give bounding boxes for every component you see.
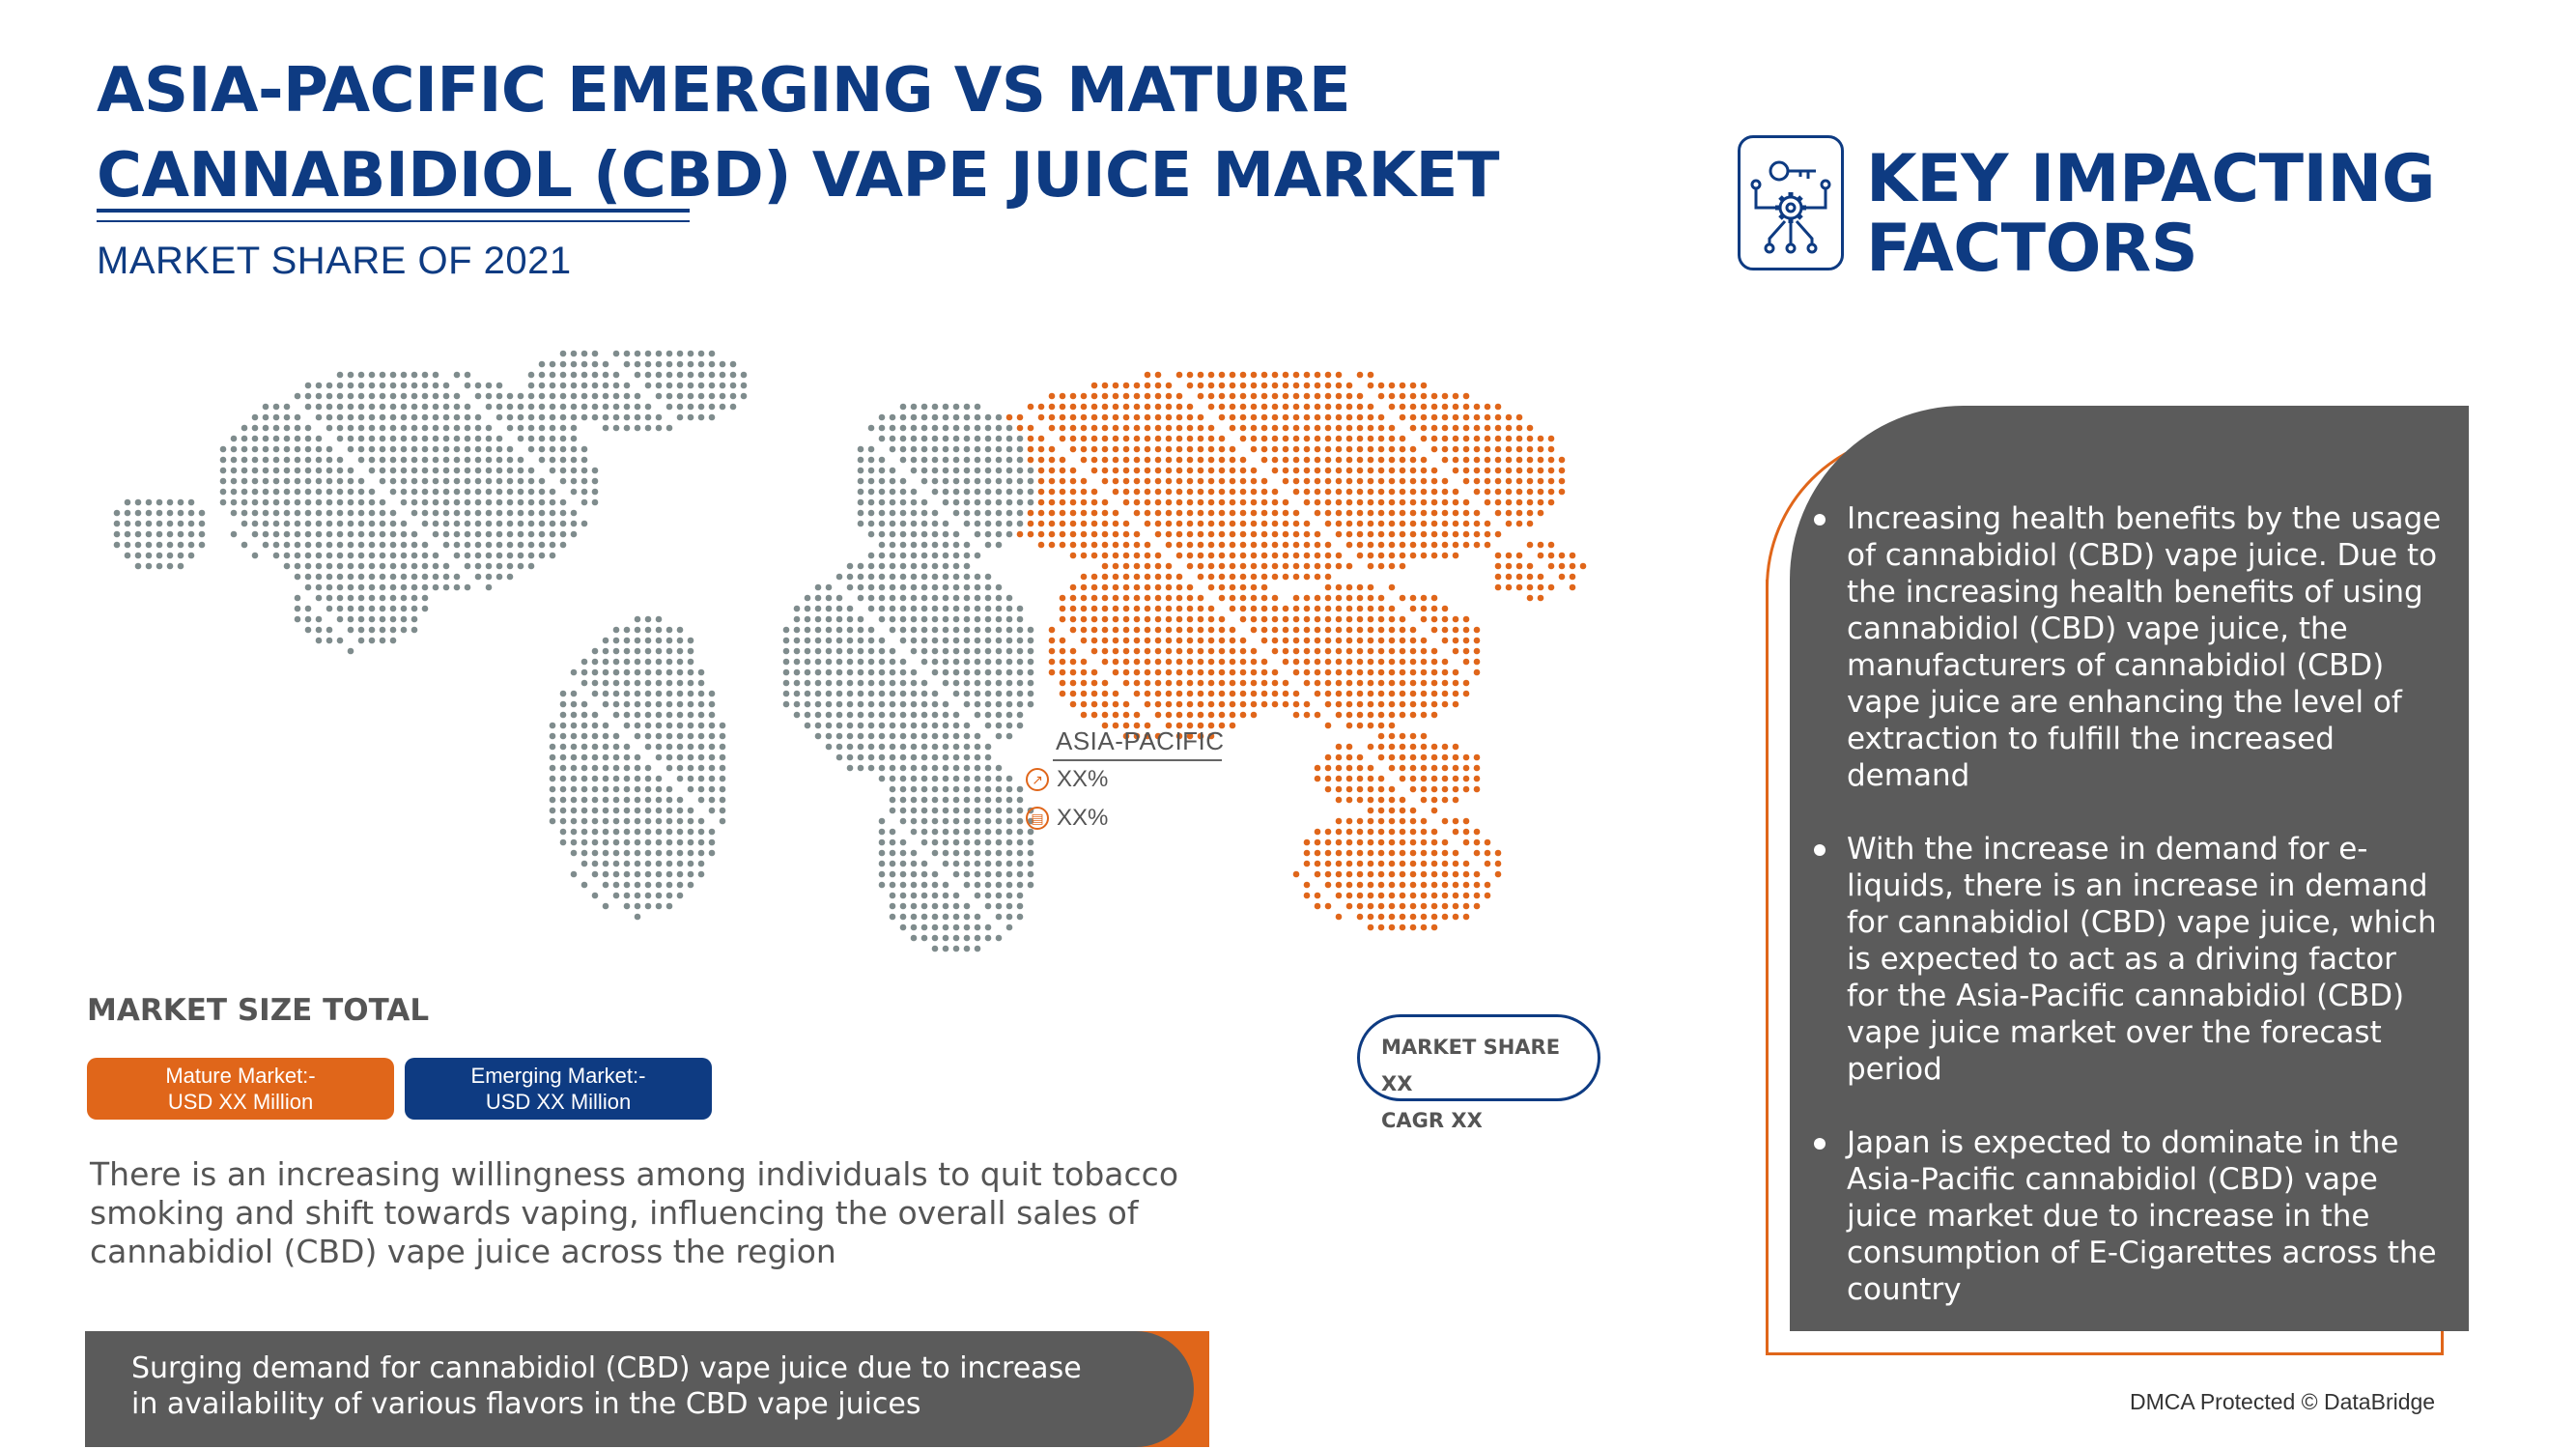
- factor-text: With the increase in demand for e-liquid…: [1847, 832, 2437, 1087]
- panel-outline-right: [2441, 1329, 2444, 1355]
- title-line-1: ASIA-PACIFIC EMERGING VS MATURE: [97, 55, 1351, 127]
- summary-text: There is an increasing willingness among…: [90, 1155, 1179, 1270]
- bullet-icon: [1814, 514, 1826, 526]
- bullet-icon: [1814, 1138, 1826, 1150]
- key-factors-panel: [1790, 406, 2469, 1331]
- mature-market-value: USD XX Million: [167, 1090, 314, 1114]
- factor-text: Japan is expected to dominate in the Asi…: [1847, 1125, 2437, 1307]
- chart-icon: ▤: [1026, 807, 1049, 830]
- panel-outline-bottom: [1766, 1352, 2444, 1355]
- list-item: Japan is expected to dominate in the Asi…: [1814, 1124, 2442, 1308]
- region-label: ASIA-PACIFIC: [1056, 726, 1225, 755]
- gear-circuit-key-icon: [1738, 135, 1844, 270]
- key-factors-line-1: KEY IMPACTING: [1866, 141, 2436, 217]
- region-stat-1-value: XX%: [1057, 766, 1109, 792]
- mature-market-badge: Mature Market:- USD XX Million: [87, 1058, 394, 1120]
- copyright-notice: DMCA Protected © DataBridge: [2130, 1389, 2436, 1414]
- title-underline: [97, 209, 690, 213]
- emerging-market-value: USD XX Million: [485, 1090, 632, 1114]
- key-factors-title: KEY IMPACTING FACTORS: [1866, 145, 2542, 284]
- key-factors-line-2: FACTORS: [1866, 211, 2198, 287]
- emerging-market-badge: Emerging Market:- USD XX Million: [405, 1058, 712, 1120]
- region-label-underline: [1053, 759, 1222, 761]
- title-line-2: CANNABIDIOL (CBD) VAPE JUICE MARKET: [97, 140, 1499, 212]
- cagr-text: CAGR XX: [1381, 1109, 1483, 1132]
- market-share-text: MARKET SHARE XX: [1381, 1036, 1561, 1095]
- driver-banner-line-2: in availability of various flavors in th…: [131, 1387, 921, 1421]
- key-factors-list: Increasing health benefits by the usage …: [1814, 500, 2442, 1345]
- page-subtitle: MARKET SHARE OF 2021: [97, 240, 572, 282]
- list-item: Increasing health benefits by the usage …: [1814, 500, 2442, 794]
- list-item: With the increase in demand for e-liquid…: [1814, 831, 2442, 1088]
- page-title: ASIA-PACIFIC EMERGING VS MATURE CANNABID…: [97, 48, 1545, 218]
- world-dot-map: [113, 350, 1587, 952]
- title-underline-thin: [97, 220, 690, 222]
- driver-banner-line-1: Surging demand for cannabidiol (CBD) vap…: [131, 1351, 1082, 1385]
- region-stat-2-value: XX%: [1057, 805, 1109, 831]
- mature-market-label: Mature Market:-: [165, 1064, 316, 1088]
- growth-icon: ↗: [1026, 768, 1049, 791]
- market-share-box: MARKET SHARE XX CAGR XX: [1357, 1014, 1600, 1132]
- factor-text: Increasing health benefits by the usage …: [1847, 501, 2442, 793]
- bullet-icon: [1814, 844, 1826, 856]
- region-stat-2: ▤ XX%: [1026, 802, 1108, 835]
- emerging-market-label: Emerging Market:-: [470, 1064, 646, 1088]
- driver-banner: Surging demand for cannabidiol (CBD) vap…: [85, 1331, 1194, 1447]
- market-size-heading: MARKET SIZE TOTAL: [87, 993, 430, 1028]
- panel-outline-left: [1766, 580, 1769, 1355]
- region-stat-1: ↗ XX%: [1026, 763, 1108, 796]
